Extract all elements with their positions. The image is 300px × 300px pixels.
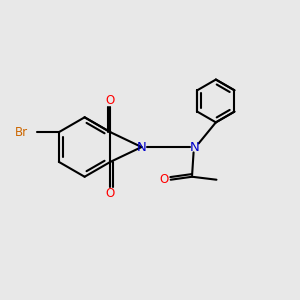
Text: Br: Br — [14, 126, 28, 139]
Text: O: O — [106, 187, 115, 200]
Text: O: O — [160, 173, 169, 186]
Text: N: N — [137, 140, 146, 154]
Text: O: O — [106, 94, 115, 107]
Text: N: N — [190, 140, 200, 154]
